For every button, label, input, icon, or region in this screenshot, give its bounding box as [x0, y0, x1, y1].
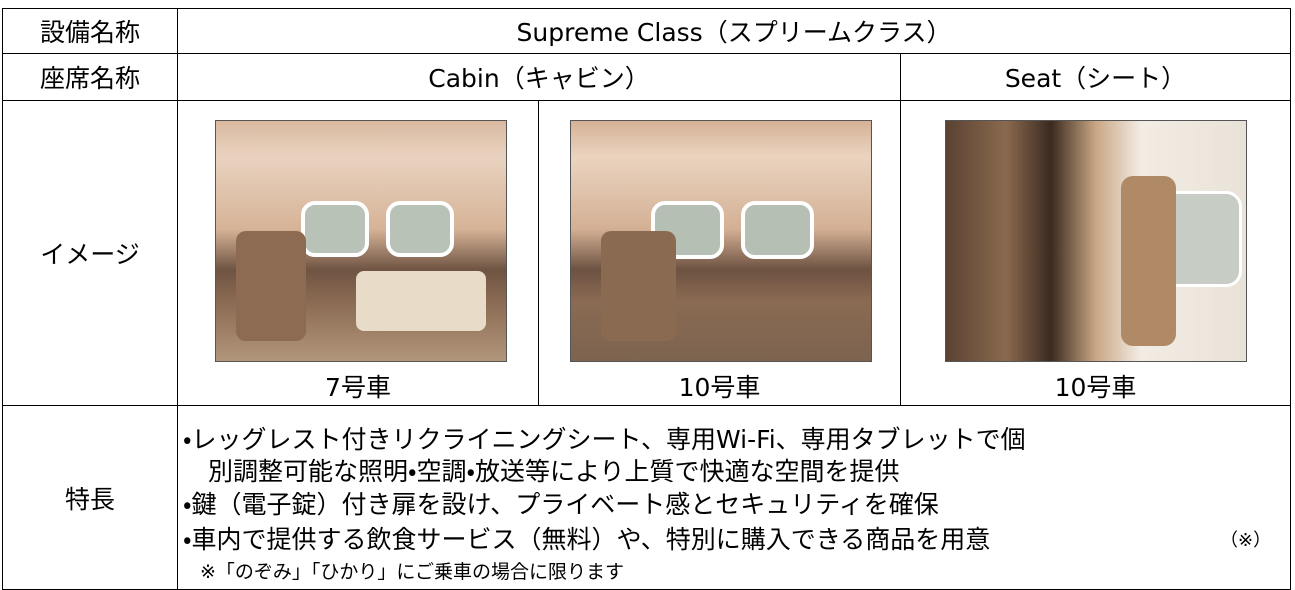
row-label: 特長 [2, 405, 178, 590]
row-label: イメージ [2, 100, 178, 406]
seat-photo [945, 120, 1247, 362]
caption: 10号車 [678, 373, 761, 402]
cabin-photo [215, 120, 507, 362]
feature-line: ・レッグレスト付きリクライニングシート、専用Wi-Fi、専用タブレットで個 [183, 425, 1026, 454]
cell: Cabin（キャビン） [177, 53, 901, 101]
cell: Seat（シート） [900, 53, 1291, 101]
note-mark: （※） [1220, 530, 1272, 551]
caption: 10号車 [1054, 373, 1137, 402]
caption: 7号車 [325, 373, 391, 402]
cell: Supreme Class（スプリームクラス） [177, 8, 1291, 54]
cabin-photo [570, 120, 872, 362]
row-label: 設備名称 [2, 8, 178, 54]
note: ※「のぞみ」「ひかり」にご乗車の場合に限ります [200, 561, 625, 583]
feature-line: ・車内で提供する飲食サービス（無料）や、特別に購入できる商品を用意 [183, 525, 991, 554]
feature-line: 別調整可能な照明・空調・放送等により上質で快適な空間を提供 [208, 457, 900, 486]
row-label: 座席名称 [2, 53, 178, 101]
feature-line: ・鍵（電子錠）付き扉を設け、プライベート感とセキュリティを確保 [183, 490, 939, 519]
